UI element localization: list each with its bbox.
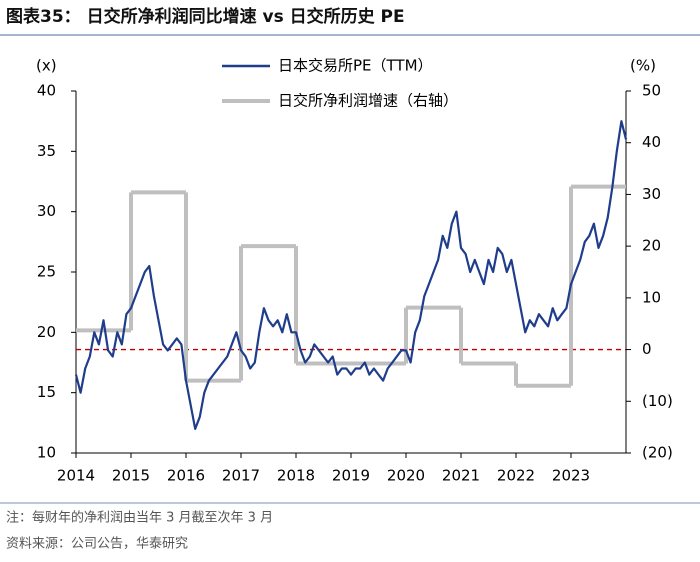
- x-tick-label: 2014: [57, 467, 95, 485]
- x-tick-label: 2020: [387, 467, 425, 485]
- y2-unit-label: (%): [630, 57, 656, 75]
- x-tick-label: 2021: [442, 467, 480, 485]
- x-tick-label: 2022: [497, 467, 535, 485]
- note: 注：每财年的净利润由当年 3 月截至次年 3 月: [6, 510, 273, 526]
- y2-tick-label: 40: [642, 133, 661, 151]
- y-tick-label: 30: [37, 202, 56, 220]
- y2-tick-label: (10): [642, 392, 673, 410]
- x-tick-label: 2017: [222, 467, 260, 485]
- y-tick-label: 25: [37, 263, 56, 281]
- y2-tick-label: (20): [642, 444, 673, 462]
- y2-tick-label: 10: [642, 288, 661, 306]
- pe-line: [74, 120, 628, 430]
- y-tick-label: 20: [37, 323, 56, 341]
- legend-label: 日交所净利润增速（右轴）: [278, 92, 458, 110]
- source: 资料来源：公司公告，华泰研究: [6, 537, 188, 552]
- y-tick-label: 10: [37, 444, 56, 462]
- x-tick-label: 2019: [332, 467, 370, 485]
- x-tick-label: 2023: [552, 467, 590, 485]
- y-tick-label: 40: [37, 82, 56, 100]
- x-tick-label: 2016: [167, 467, 205, 485]
- x-tick-label: 2018: [277, 467, 315, 485]
- y2-tick-label: 0: [642, 340, 652, 358]
- y-tick-label: 15: [37, 383, 56, 401]
- y2-tick-label: 50: [642, 82, 661, 100]
- y2-tick-label: 30: [642, 185, 661, 203]
- y2-tick-label: 20: [642, 237, 661, 255]
- y-tick-label: 35: [37, 142, 56, 160]
- x-tick-label: 2015: [112, 467, 150, 485]
- y-unit-label: (x): [36, 57, 57, 75]
- chart-title: 图表35： 日交所净利润同比增速 vs 日交所历史 PE: [6, 6, 405, 27]
- legend-label: 日本交易所PE（TTM）: [278, 57, 433, 75]
